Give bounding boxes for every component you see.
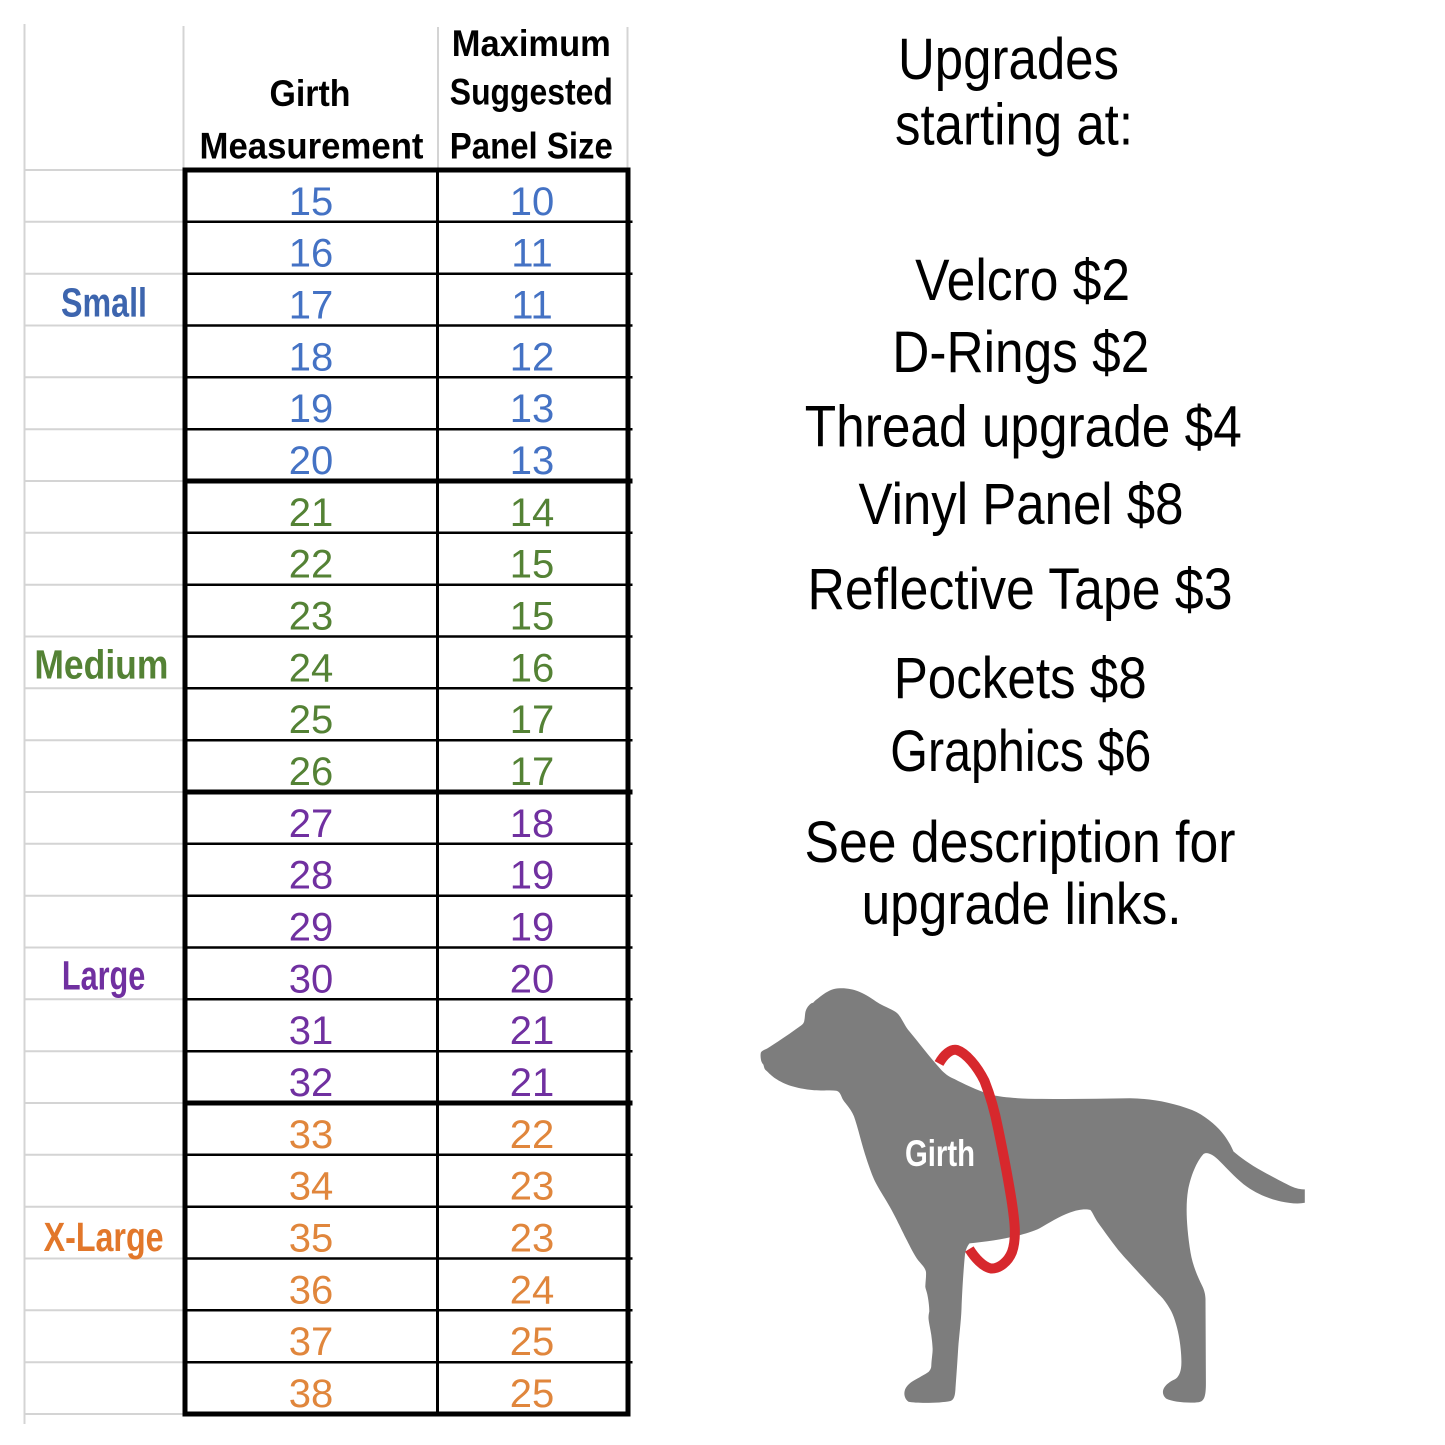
svg-text:Graphics $6: Graphics $6	[890, 719, 1151, 784]
svg-text:Medium: Medium	[34, 642, 168, 688]
svg-text:20: 20	[289, 439, 334, 483]
svg-text:Vinyl Panel $8: Vinyl Panel $8	[859, 472, 1184, 537]
svg-text:22: 22	[510, 1113, 555, 1157]
svg-text:34: 34	[289, 1165, 334, 1209]
svg-text:Maximum: Maximum	[452, 23, 611, 64]
svg-text:starting at:: starting at:	[895, 93, 1133, 158]
svg-text:23: 23	[510, 1217, 555, 1261]
svg-text:17: 17	[289, 284, 334, 328]
svg-text:16: 16	[289, 232, 334, 276]
svg-text:25: 25	[510, 1372, 555, 1416]
svg-text:37: 37	[289, 1320, 334, 1364]
svg-text:13: 13	[510, 439, 555, 483]
svg-text:36: 36	[289, 1268, 334, 1312]
svg-text:11: 11	[511, 284, 553, 328]
svg-text:Girth: Girth	[270, 73, 351, 114]
svg-text:X-Large: X-Large	[44, 1214, 164, 1260]
svg-text:27: 27	[289, 802, 334, 846]
svg-text:33: 33	[289, 1113, 334, 1157]
svg-text:12: 12	[510, 335, 555, 379]
svg-text:17: 17	[510, 750, 555, 794]
svg-text:32: 32	[289, 1061, 334, 1105]
svg-text:14: 14	[510, 491, 555, 535]
svg-text:D-Rings $2: D-Rings $2	[892, 320, 1149, 385]
svg-text:16: 16	[510, 646, 555, 690]
svg-text:Small: Small	[61, 280, 147, 326]
svg-text:17: 17	[510, 698, 555, 742]
svg-text:10: 10	[510, 180, 555, 224]
svg-text:Suggested: Suggested	[450, 72, 613, 113]
svg-text:15: 15	[510, 543, 555, 587]
svg-text:28: 28	[289, 854, 334, 898]
svg-text:Panel Size: Panel Size	[450, 125, 613, 166]
svg-text:Upgrades: Upgrades	[898, 27, 1119, 92]
svg-text:upgrade links.: upgrade links.	[862, 872, 1182, 937]
svg-text:31: 31	[289, 1009, 334, 1053]
svg-text:19: 19	[289, 387, 334, 431]
svg-text:Reflective Tape $3: Reflective Tape $3	[808, 557, 1233, 622]
svg-text:Pockets $8: Pockets $8	[894, 646, 1147, 711]
svg-text:21: 21	[510, 1061, 555, 1105]
svg-text:Girth: Girth	[905, 1133, 975, 1174]
svg-text:11: 11	[511, 232, 553, 276]
svg-text:19: 19	[510, 906, 555, 950]
svg-text:35: 35	[289, 1217, 334, 1261]
svg-text:Measurement: Measurement	[200, 125, 424, 166]
svg-text:23: 23	[289, 595, 334, 639]
svg-text:22: 22	[289, 543, 334, 587]
svg-text:Velcro $2: Velcro $2	[915, 248, 1130, 313]
svg-text:20: 20	[510, 957, 555, 1001]
svg-text:15: 15	[289, 180, 334, 224]
svg-text:Thread upgrade $4: Thread upgrade $4	[805, 395, 1242, 460]
svg-text:18: 18	[510, 802, 555, 846]
svg-text:13: 13	[510, 387, 555, 431]
svg-text:See description for: See description for	[805, 810, 1236, 875]
svg-text:18: 18	[289, 335, 334, 379]
svg-text:25: 25	[289, 698, 334, 742]
svg-text:25: 25	[510, 1320, 555, 1364]
svg-text:26: 26	[289, 750, 334, 794]
svg-text:23: 23	[510, 1165, 555, 1209]
svg-text:21: 21	[510, 1009, 555, 1053]
svg-text:29: 29	[289, 906, 334, 950]
svg-text:38: 38	[289, 1372, 334, 1416]
svg-text:Large: Large	[62, 953, 146, 999]
svg-text:15: 15	[510, 595, 555, 639]
svg-text:24: 24	[510, 1268, 555, 1312]
svg-text:30: 30	[289, 957, 334, 1001]
svg-text:24: 24	[289, 646, 334, 690]
svg-text:21: 21	[289, 491, 334, 535]
svg-text:19: 19	[510, 854, 555, 898]
